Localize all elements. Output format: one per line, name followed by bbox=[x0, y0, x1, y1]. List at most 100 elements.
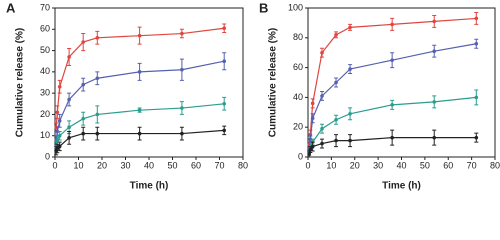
x-tick-label: 70 bbox=[214, 160, 224, 170]
data-point bbox=[334, 117, 338, 122]
series-line bbox=[308, 137, 477, 155]
y-tick-label: 80 bbox=[293, 32, 303, 42]
y-axis-label: Cumulative release (%) bbox=[15, 28, 26, 138]
data-point bbox=[334, 33, 338, 37]
data-point bbox=[432, 49, 437, 54]
x-tick-label: 20 bbox=[97, 160, 107, 170]
data-point bbox=[137, 131, 142, 136]
x-axis-label: Time (h) bbox=[130, 181, 169, 192]
x-tick-label: 0 bbox=[52, 160, 57, 170]
y-axis-label: Cumulative release (%) bbox=[268, 28, 279, 138]
y-tick-label: 20 bbox=[293, 122, 303, 132]
x-tick-label: 50 bbox=[420, 160, 430, 170]
data-point bbox=[222, 101, 226, 106]
data-point bbox=[390, 22, 394, 27]
data-point bbox=[474, 41, 479, 46]
data-point bbox=[222, 128, 226, 133]
data-point bbox=[474, 135, 479, 140]
x-tick-label: 80 bbox=[490, 160, 500, 170]
y-tick-label: 70 bbox=[40, 2, 50, 12]
data-point bbox=[95, 112, 100, 117]
data-point bbox=[432, 100, 437, 104]
y-tick-label: 60 bbox=[40, 24, 50, 34]
data-point bbox=[348, 111, 352, 116]
data-point bbox=[320, 141, 324, 146]
data-point bbox=[57, 84, 62, 89]
data-point bbox=[348, 67, 352, 71]
data-point bbox=[307, 152, 311, 156]
data-point bbox=[81, 131, 85, 136]
data-point bbox=[310, 101, 315, 106]
data-point bbox=[95, 131, 100, 136]
data-point bbox=[81, 40, 85, 44]
data-point bbox=[390, 103, 394, 107]
data-point bbox=[137, 70, 142, 74]
data-point bbox=[55, 110, 60, 115]
x-tick-label: 50 bbox=[167, 160, 177, 170]
data-point bbox=[180, 67, 184, 72]
x-tick-label: 60 bbox=[191, 160, 201, 170]
data-point bbox=[334, 138, 338, 143]
data-point bbox=[308, 137, 313, 141]
data-point bbox=[180, 131, 184, 136]
panel-label: B bbox=[259, 0, 268, 15]
data-point bbox=[55, 146, 60, 151]
y-tick-label: 40 bbox=[293, 92, 303, 102]
data-point bbox=[55, 138, 60, 142]
x-tick-label: 30 bbox=[120, 160, 130, 170]
data-point bbox=[432, 19, 437, 24]
data-point bbox=[81, 82, 85, 87]
x-tick-label: 20 bbox=[350, 160, 360, 170]
data-point bbox=[57, 144, 62, 149]
x-tick-label: 30 bbox=[373, 160, 383, 170]
panel-label: A bbox=[6, 0, 16, 15]
data-point bbox=[57, 133, 62, 138]
x-tick-label: 70 bbox=[467, 160, 477, 170]
y-tick-label: 60 bbox=[293, 62, 303, 72]
x-tick-label: 10 bbox=[73, 160, 83, 170]
data-point bbox=[222, 59, 226, 64]
data-point bbox=[348, 138, 352, 143]
data-point bbox=[310, 116, 315, 121]
data-point bbox=[308, 147, 313, 152]
y-tick-label: 20 bbox=[40, 109, 50, 119]
data-point bbox=[67, 97, 71, 102]
x-axis-label: Time (h) bbox=[382, 181, 421, 192]
data-point bbox=[67, 55, 71, 59]
data-point bbox=[222, 26, 226, 31]
y-tick-label: 40 bbox=[40, 66, 50, 76]
data-point bbox=[180, 106, 184, 110]
y-tick-label: 50 bbox=[40, 45, 50, 55]
data-point bbox=[432, 135, 437, 140]
data-point bbox=[137, 108, 142, 112]
data-point bbox=[67, 125, 71, 129]
data-point bbox=[95, 36, 100, 40]
y-tick-label: 10 bbox=[40, 130, 50, 140]
x-tick-label: 60 bbox=[443, 160, 453, 170]
x-tick-label: 80 bbox=[238, 160, 248, 170]
data-point bbox=[348, 25, 352, 30]
y-tick-label: 0 bbox=[298, 151, 303, 161]
data-point bbox=[81, 116, 85, 121]
data-point bbox=[55, 129, 60, 134]
x-tick-label: 40 bbox=[396, 160, 406, 170]
data-point bbox=[390, 135, 394, 140]
y-tick-label: 0 bbox=[45, 151, 50, 161]
y-tick-label: 100 bbox=[288, 2, 303, 12]
x-tick-label: 40 bbox=[144, 160, 154, 170]
data-point bbox=[137, 33, 142, 38]
data-point bbox=[320, 50, 324, 55]
data-point bbox=[474, 16, 479, 21]
data-point bbox=[474, 95, 479, 100]
data-point bbox=[180, 31, 184, 36]
data-point bbox=[310, 144, 315, 149]
data-point bbox=[320, 94, 324, 98]
x-tick-label: 0 bbox=[305, 160, 310, 170]
y-tick-label: 30 bbox=[40, 88, 50, 98]
data-point bbox=[334, 80, 338, 85]
data-point bbox=[67, 136, 71, 140]
data-point bbox=[57, 119, 62, 123]
figure: A 0 10 20 30 40 50 60 70 80 0 10 20 30 40 50 60 70 Time (h… bbox=[6, 0, 500, 192]
data-point bbox=[390, 58, 394, 62]
data-point bbox=[320, 126, 324, 131]
